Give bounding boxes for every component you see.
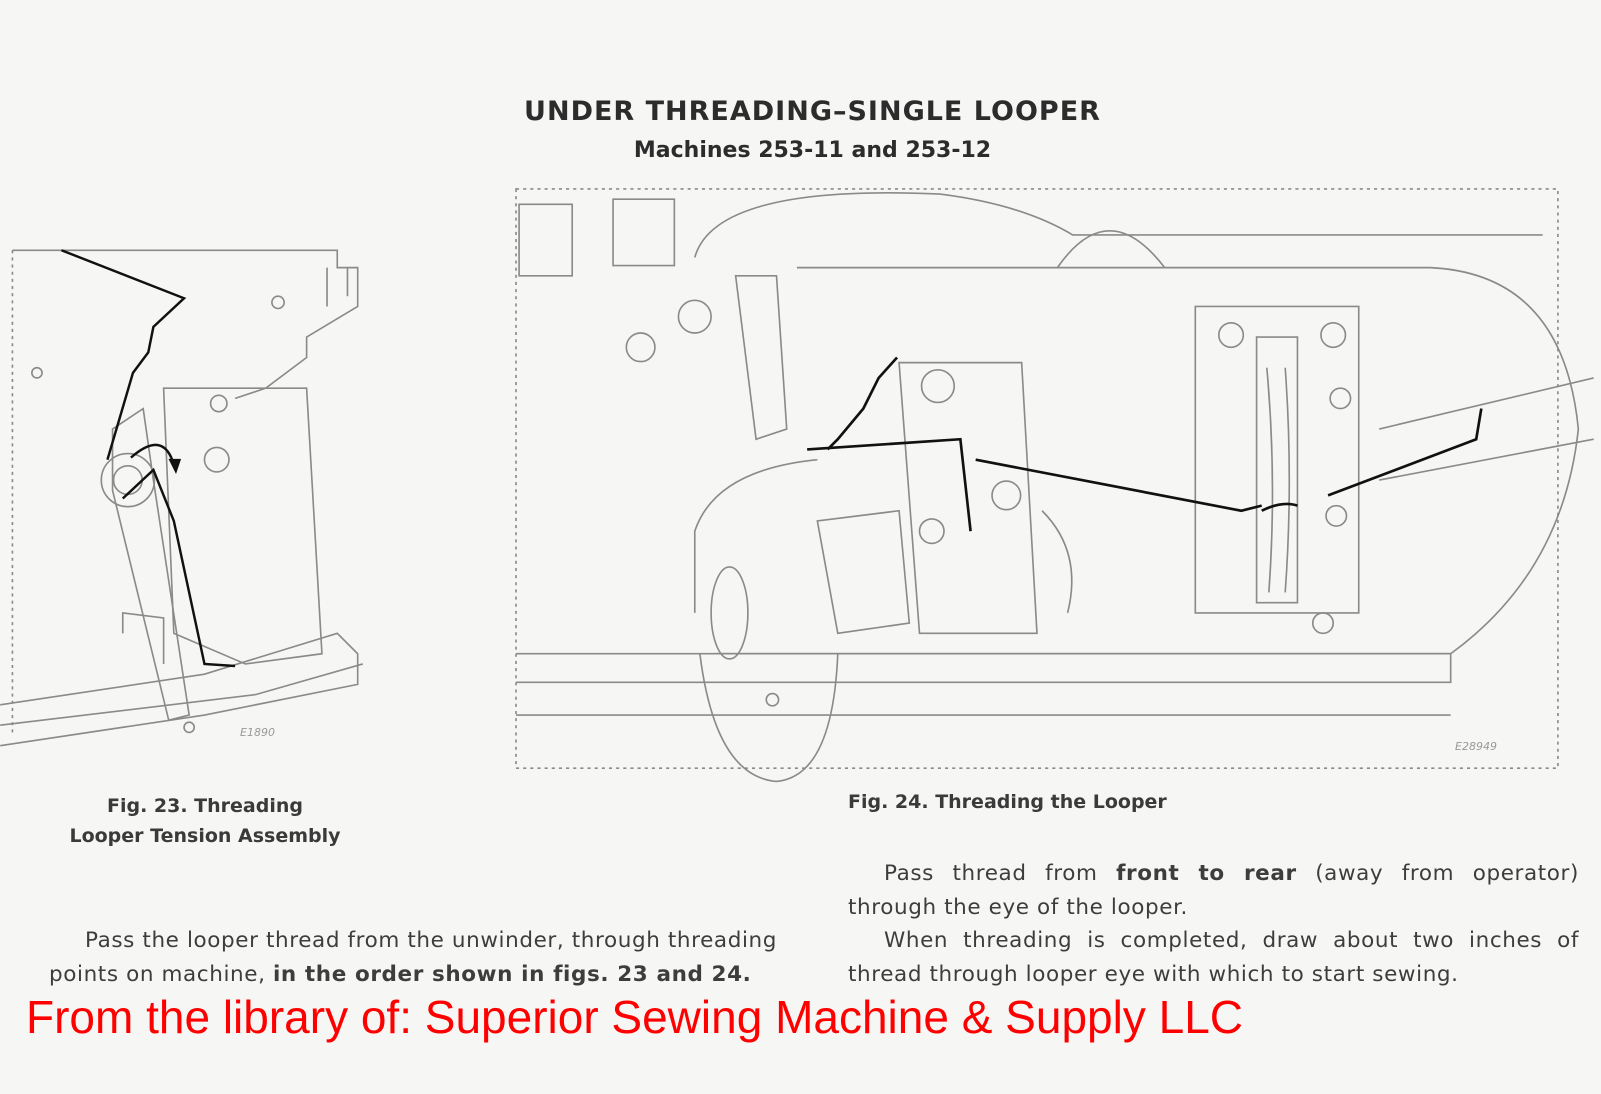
caption-line: Looper Tension Assembly	[69, 825, 341, 847]
instruction-text: Pass thread from front to rear (away fro…	[848, 857, 1579, 991]
text-run: Pass the looper thread from the unwinder…	[49, 928, 777, 987]
figure-caption: Fig. 23. Threading Looper Tension Assemb…	[20, 791, 390, 851]
figure-24-drawing	[515, 188, 1594, 783]
text-run: Pass thread from	[884, 861, 1117, 886]
paragraph: Pass thread from front to rear (away fro…	[848, 857, 1579, 924]
paragraph: Pass the looper thread from the unwinder…	[49, 924, 777, 991]
page-title: UNDER THREADING–SINGLE LOOPER	[524, 96, 1101, 127]
paragraph: When threading is completed, draw about …	[848, 928, 1579, 987]
caption-line: Fig. 24. Threading the Looper	[848, 791, 1167, 813]
caption-line: Fig. 23. Threading	[106, 795, 303, 817]
bold-run: front to rear	[1116, 861, 1297, 886]
figure-code: E1890	[240, 726, 275, 739]
text-run: (away from operator) through the eye of …	[848, 861, 1579, 920]
figure-code: E28949	[1455, 740, 1497, 753]
instruction-text: Pass the looper thread from the unwinder…	[49, 924, 777, 991]
figure-23-drawing	[0, 249, 364, 747]
bold-run: in the order shown in figs. 23 and 24.	[272, 961, 752, 987]
figure-caption: Fig. 24. Threading the Looper	[848, 791, 1167, 813]
watermark: From the library of: Superior Sewing Mac…	[26, 991, 1244, 1043]
page-subtitle: Machines 253-11 and 253-12	[633, 138, 992, 163]
